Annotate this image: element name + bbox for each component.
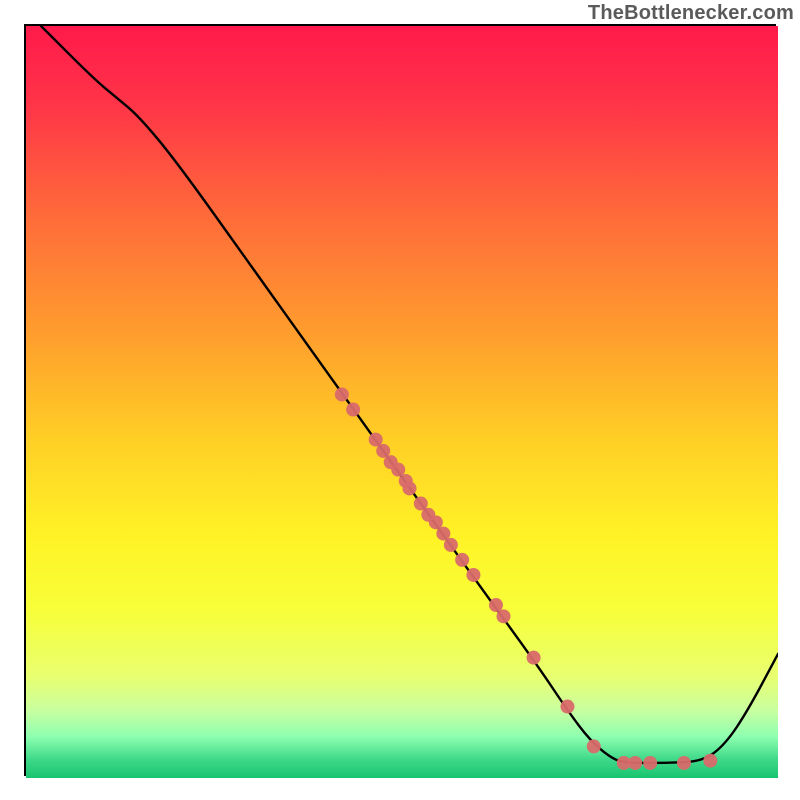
data-marker — [444, 538, 458, 552]
chart-container: TheBottlenecker.com — [0, 0, 800, 800]
data-marker — [455, 553, 469, 567]
watermark-label: TheBottlenecker.com — [588, 2, 794, 25]
data-marker — [677, 756, 691, 770]
data-marker — [346, 403, 360, 417]
data-marker — [560, 700, 574, 714]
data-marker — [628, 756, 642, 770]
data-marker — [466, 568, 480, 582]
data-marker — [643, 756, 657, 770]
data-marker — [587, 739, 601, 753]
data-marker — [335, 387, 349, 401]
curve-line — [41, 26, 778, 763]
data-marker — [703, 754, 717, 768]
data-marker — [403, 481, 417, 495]
markers-group — [335, 387, 717, 769]
chart-overlay — [26, 26, 778, 778]
data-marker — [497, 609, 511, 623]
plot-area — [24, 24, 776, 776]
data-marker — [527, 651, 541, 665]
